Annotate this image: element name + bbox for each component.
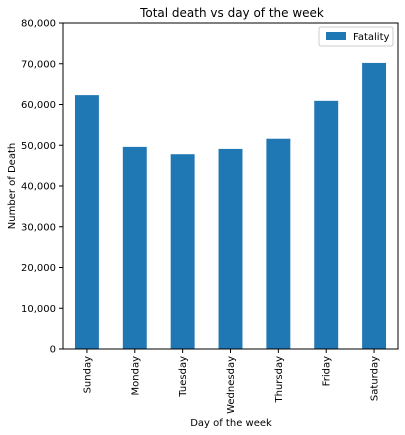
y-tick-label: 10,000	[21, 304, 56, 315]
bar-sunday	[74, 95, 99, 349]
x-axis-label: Day of the week	[190, 418, 272, 429]
bar-thursday	[266, 138, 291, 349]
x-tick-label: Monday	[130, 356, 141, 396]
y-tick-label: 60,000	[21, 100, 56, 111]
legend: Fatality	[318, 26, 394, 47]
y-tick-label: 80,000	[21, 19, 56, 30]
x-tick-label: Thursday	[274, 356, 285, 404]
legend-label: Fatality	[353, 32, 389, 43]
legend-swatch	[326, 32, 346, 40]
y-tick-label: 20,000	[21, 263, 56, 274]
bar-friday	[314, 100, 339, 350]
x-tick-label: Wednesday	[226, 356, 237, 414]
bar-saturday	[362, 62, 387, 350]
y-tick-label: 40,000	[21, 182, 56, 193]
y-tick-label: 50,000	[21, 141, 56, 152]
x-tick-label: Saturday	[370, 356, 381, 401]
legend-frame	[318, 26, 394, 47]
y-tick-label: 0	[50, 345, 56, 356]
axes-frame	[62, 22, 399, 350]
y-tick-label: 30,000	[21, 222, 56, 233]
x-tick-label: Tuesday	[178, 356, 189, 398]
bar-monday	[122, 146, 147, 349]
bar-wednesday	[218, 148, 243, 349]
y-axis-label: Number of Death	[7, 143, 18, 229]
plot-area: 0 10,000 20,000 30,000 40,000 50,000 60,000 70,…	[21, 19, 399, 414]
bar-tuesday	[170, 154, 195, 349]
y-tick-label: 70,000	[21, 59, 56, 70]
chart-title: Total death vs day of the week	[139, 6, 324, 20]
x-tick-label: Sunday	[82, 356, 93, 393]
x-tick-label: Friday	[322, 356, 333, 386]
